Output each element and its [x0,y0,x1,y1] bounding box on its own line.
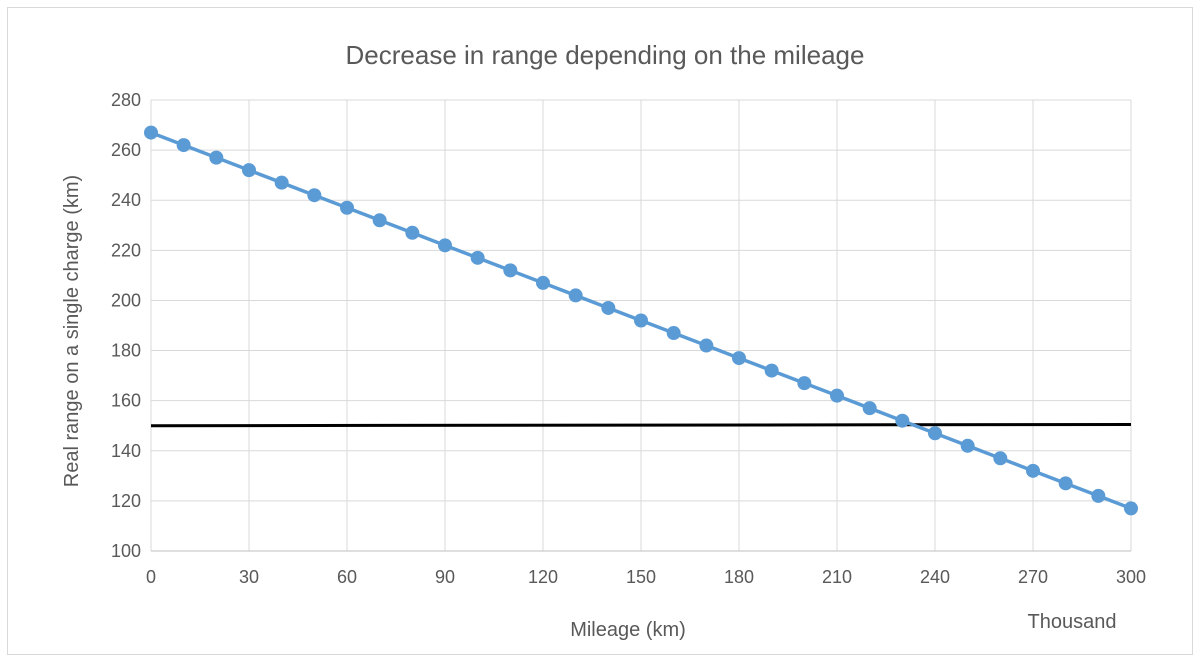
y-tick-label: 220 [111,240,141,260]
data-point [438,238,452,253]
x-tick-label: 300 [1116,567,1146,587]
data-point [536,275,550,290]
threshold-line [150,422,1132,428]
data-point [1058,476,1073,491]
data-point [470,250,485,265]
y-tick-label: 260 [111,140,141,160]
data-point [1091,488,1106,503]
x-tick-label: 270 [1018,567,1048,587]
y-tick-label: 280 [111,90,141,110]
data-point [601,300,616,315]
data-point [862,401,877,416]
x-axis-title: Mileage (km) [570,619,686,641]
y-axis-ticks: 100 120 140 160 180 200 220 240 260 280 [111,90,141,561]
chart-title: Decrease in range depending on the milea… [346,40,865,70]
data-point [634,313,648,328]
data-point [993,451,1008,466]
data-point [405,225,420,240]
y-tick-label: 160 [111,391,141,411]
x-tick-label: 60 [337,567,357,587]
data-point [242,163,256,178]
y-tick-label: 120 [111,491,141,511]
x-tick-label: 30 [239,567,259,587]
data-point [764,363,779,378]
x-tick-label: 90 [435,567,455,587]
x-tick-label: 0 [146,567,156,587]
data-point [960,438,975,453]
data-point [895,413,910,428]
y-tick-label: 140 [111,441,141,461]
y-axis-title: Real range on a single charge (km) [61,175,83,487]
data-point [209,150,224,165]
y-tick-label: 100 [111,541,141,561]
x-axis-ticks: 0 30 60 90 120 150 180 210 240 270 300 [146,567,1146,587]
x-axis-unit-label: Thousand [1028,611,1117,633]
chart-frame: Decrease in range depending on the milea… [7,7,1193,655]
data-point [797,376,812,391]
y-tick-label: 200 [111,290,141,310]
data-point [699,338,714,353]
data-point [274,175,289,190]
data-point [144,125,158,140]
data-point [307,188,322,203]
data-point [1124,501,1138,516]
data-point [503,263,518,278]
data-point [372,213,387,228]
x-tick-label: 240 [920,567,950,587]
series-layer [144,125,1138,516]
data-point [928,426,942,441]
data-point [732,351,746,366]
line-chart: Decrease in range depending on the milea… [61,40,1146,641]
data-point [666,326,681,341]
data-point [340,200,354,215]
data-point [176,138,191,153]
x-tick-label: 120 [528,567,558,587]
y-tick-label: 180 [111,341,141,361]
x-tick-label: 210 [822,567,852,587]
data-point [830,388,844,403]
data-point [568,288,583,303]
x-tick-label: 180 [724,567,754,587]
x-tick-label: 150 [626,567,656,587]
data-point [1026,463,1040,478]
y-tick-label: 240 [111,190,141,210]
